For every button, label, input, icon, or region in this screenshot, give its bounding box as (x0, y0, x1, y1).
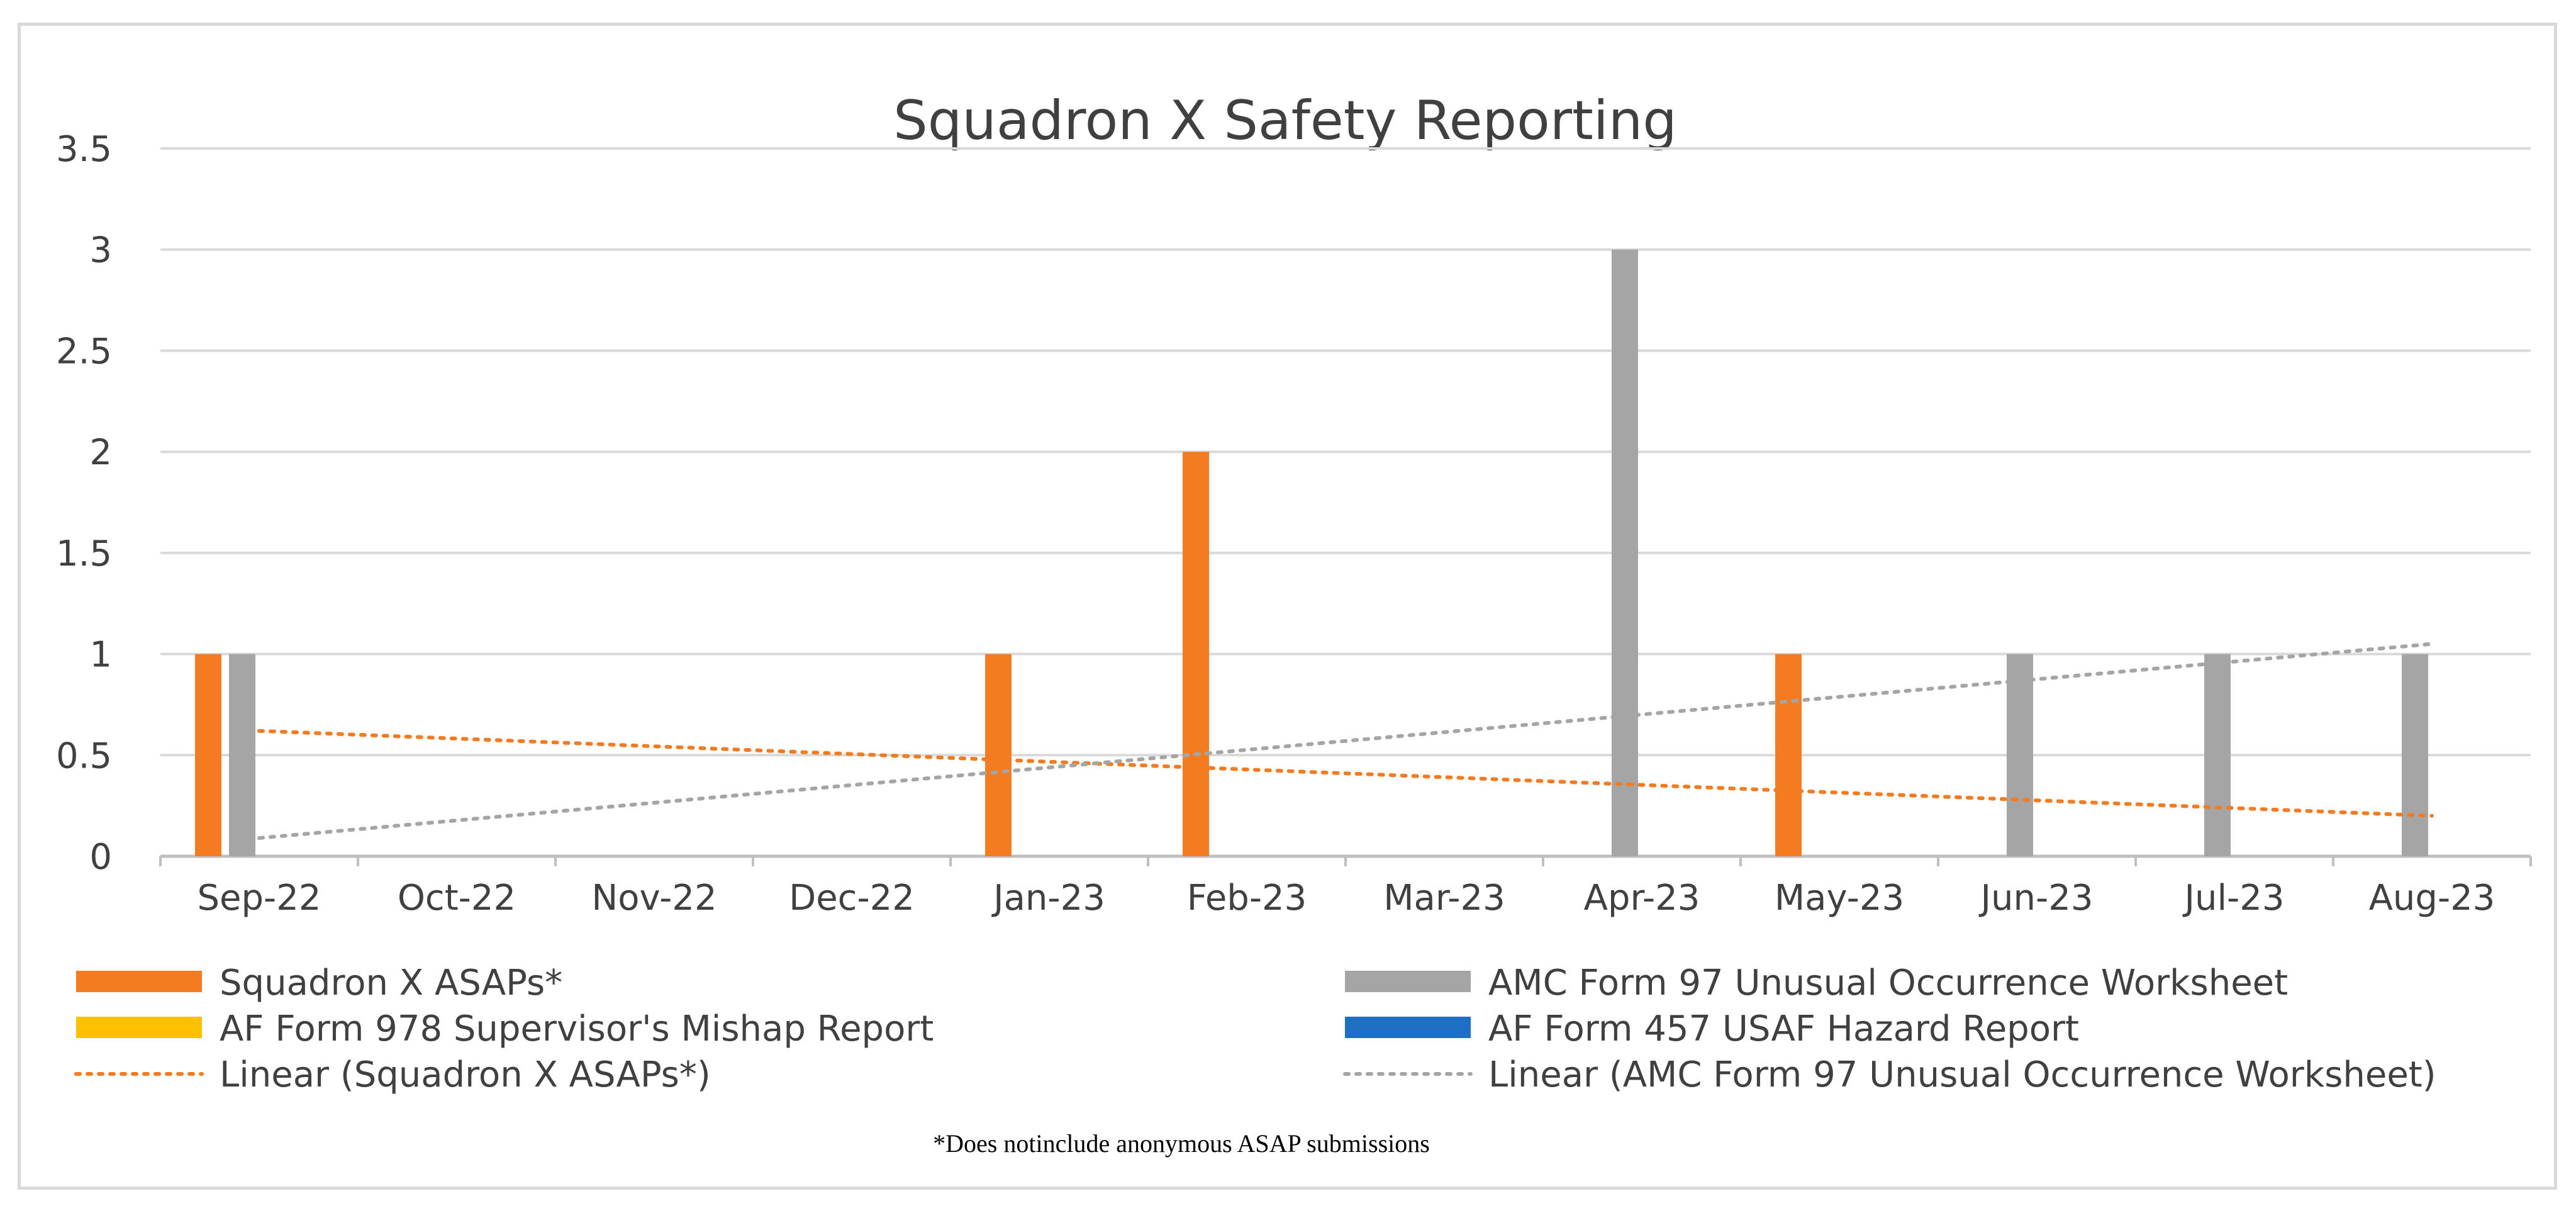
trendline (257, 729, 2434, 818)
legend-label: AMC Form 97 Unusual Occurrence Worksheet (1488, 963, 2288, 1003)
y-tick-label: 1 (89, 635, 112, 676)
bar (985, 654, 1012, 856)
footnote: *Does notinclude anonymous ASAP submissi… (933, 1129, 1430, 1158)
x-tick-label: Feb-23 (1187, 878, 1307, 919)
chart-svg: Squadron X Safety Reporting 0 0.5 1 1.5 2 2.5… (56, 89, 2532, 1158)
chart-title: Squadron X Safety Reporting (893, 89, 1677, 152)
x-tick-label: Mar-23 (1383, 878, 1505, 919)
legend-label: AF Form 457 USAF Hazard Report (1488, 1008, 2079, 1049)
x-tick-label: Jan-23 (991, 878, 1105, 919)
y-tick-label: 1.5 (56, 534, 112, 574)
y-tick-label: 2.5 (56, 331, 112, 372)
x-axis-ticks: Sep-22 Oct-22 Nov-22 Dec-22 Jan-23 Feb-23 Mar-… (197, 878, 2495, 919)
bar (2007, 654, 2033, 856)
x-tick-label: Aug-23 (2369, 878, 2495, 919)
trendlines (257, 642, 2434, 841)
legend: Squadron X ASAPs* AMC Form 97 Unusual Occ… (74, 963, 2436, 1095)
trendline (257, 642, 2434, 841)
bar (1183, 452, 1209, 856)
bar (2204, 654, 2231, 856)
chart-frame: Squadron X Safety Reporting 0 0.5 1 1.5 2 2.5… (18, 23, 2557, 1190)
x-tick-label: Sep-22 (197, 878, 321, 919)
legend-label: Linear (AMC Form 97 Unusual Occurrence W… (1488, 1054, 2436, 1095)
legend-swatch (76, 971, 202, 992)
bar (1775, 654, 1802, 856)
y-tick-label: 3 (89, 230, 112, 271)
bars (195, 249, 2428, 856)
y-tick-label: 0.5 (56, 735, 112, 776)
legend-swatch (1345, 1017, 1471, 1038)
bar (2402, 654, 2428, 856)
x-tick-label: Jun-23 (1979, 878, 2094, 919)
legend-label: AF Form 978 Supervisor's Mishap Report (220, 1008, 934, 1049)
bar (1612, 249, 1638, 856)
legend-label: Squadron X ASAPs* (220, 963, 562, 1003)
bar (229, 654, 255, 856)
y-axis-ticks: 0 0.5 1 1.5 2 2.5 3 3.5 (56, 129, 112, 878)
x-tick-label: Nov-22 (591, 878, 716, 919)
bar (195, 654, 221, 856)
y-tick-label: 2 (89, 432, 112, 473)
x-tick-label: Dec-22 (789, 878, 915, 919)
legend-swatch (76, 1017, 202, 1038)
x-tick-label: Jul-23 (2182, 878, 2284, 919)
x-tick-label: Apr-23 (1584, 878, 1700, 919)
y-tick-label: 3.5 (56, 129, 112, 170)
legend-swatch (1345, 971, 1471, 992)
legend-label: Linear (Squadron X ASAPs*) (220, 1054, 711, 1095)
gridlines (159, 147, 2532, 866)
x-tick-label: May-23 (1775, 878, 1904, 919)
y-tick-label: 0 (89, 837, 112, 878)
x-tick-label: Oct-22 (398, 878, 516, 919)
